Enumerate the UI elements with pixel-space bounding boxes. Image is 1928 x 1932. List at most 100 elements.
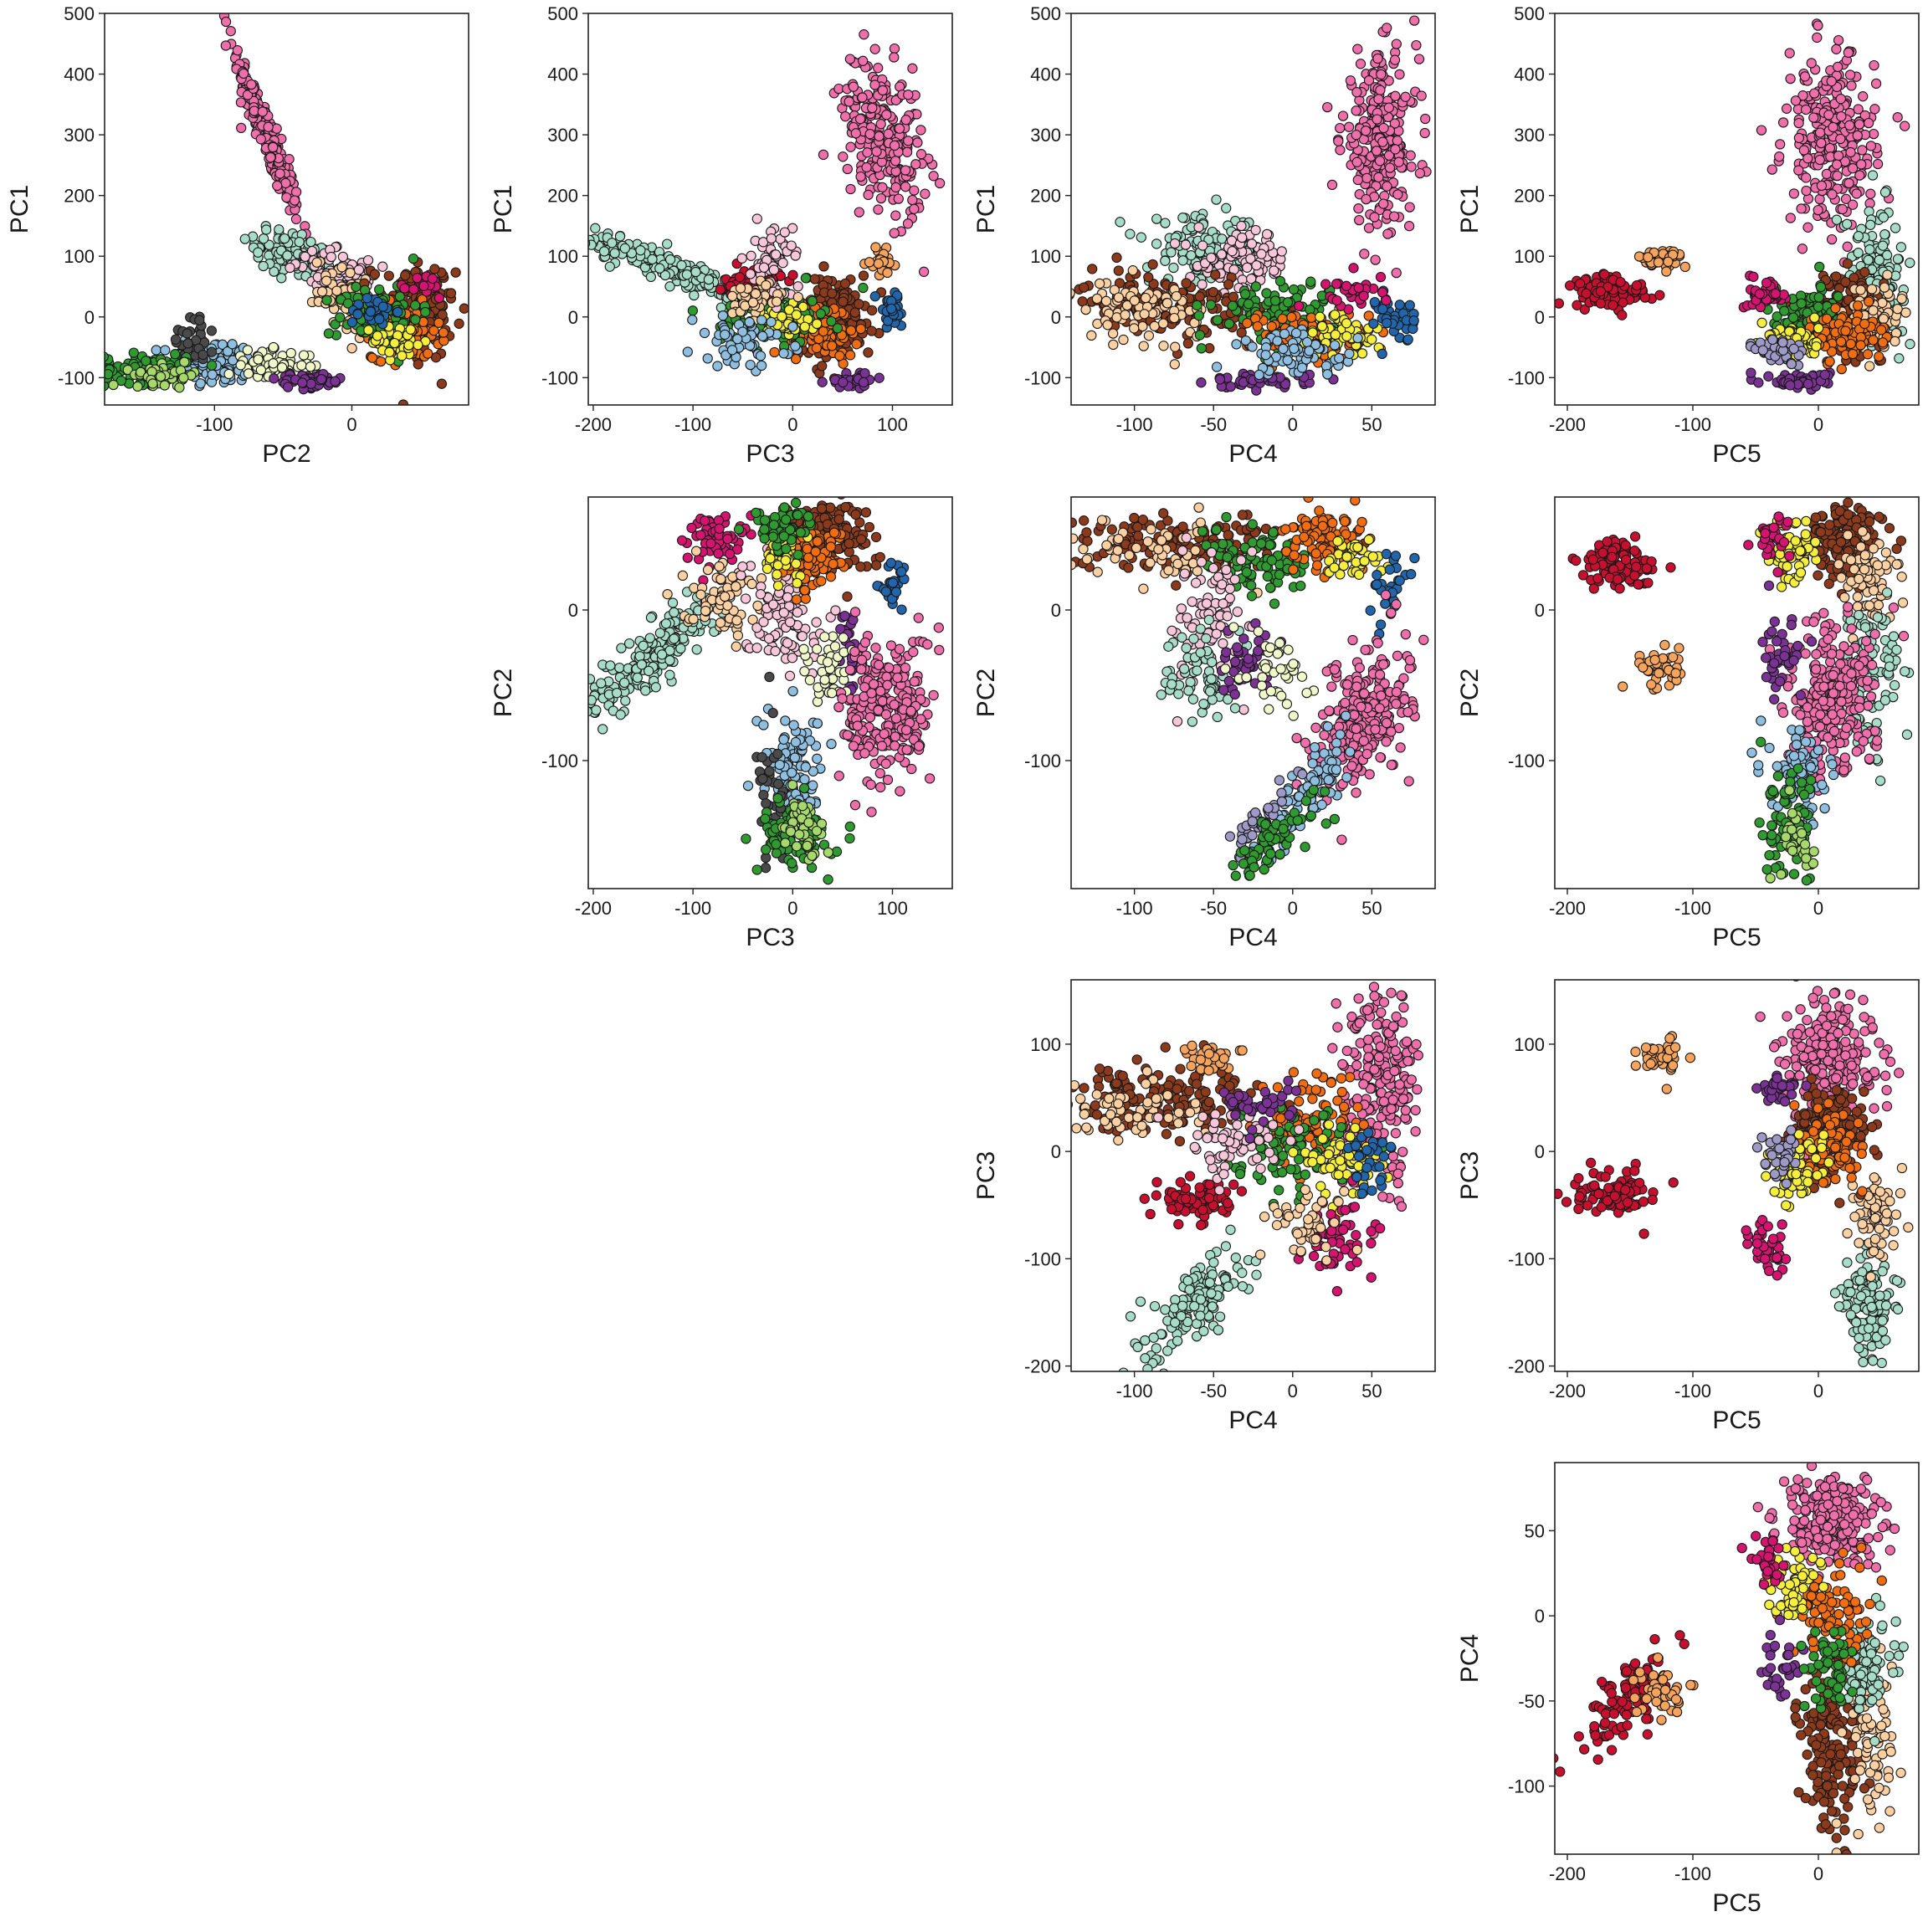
scatter-point — [813, 319, 822, 328]
scatter-point — [1112, 253, 1121, 262]
scatter-point — [1845, 120, 1854, 130]
scatter-point — [600, 247, 609, 256]
scatter-point — [1144, 331, 1153, 341]
scatter-point — [1161, 218, 1170, 228]
scatter-point — [1159, 341, 1168, 351]
scatter-point — [884, 129, 893, 138]
scatter-point — [198, 350, 208, 359]
scatter-point — [1253, 322, 1262, 331]
scatter-point — [1382, 319, 1392, 328]
scatter-point — [1855, 171, 1864, 180]
scatter-point — [858, 93, 867, 102]
scatter-point — [779, 349, 788, 358]
scatter-point — [1295, 301, 1304, 310]
scatter-point — [1208, 288, 1218, 297]
y-tick-label: -100 — [1024, 367, 1061, 388]
scatter-point — [746, 251, 756, 260]
scatter-point — [1786, 74, 1795, 84]
scatter-point — [1136, 233, 1146, 242]
x-axis-label: PC4 — [1228, 440, 1277, 468]
scatter-point — [281, 178, 290, 187]
scatter-point — [1376, 85, 1385, 95]
scatter-point — [1815, 155, 1824, 164]
scatter-point — [430, 264, 439, 274]
scatter-point — [1891, 223, 1900, 233]
scatter-point — [800, 322, 809, 331]
scatter-point — [1130, 296, 1139, 305]
scatter-point — [1802, 105, 1811, 114]
scatter-point — [575, 228, 584, 237]
scatter-point — [1277, 247, 1286, 256]
scatter-point — [175, 383, 184, 392]
scatter-point — [224, 369, 233, 378]
scatter-point — [1809, 113, 1818, 122]
x-tick-label: 0 — [346, 414, 356, 435]
scatter-point — [459, 304, 469, 313]
scatter-point — [1880, 230, 1890, 239]
scatter-point — [1349, 264, 1358, 273]
scatter-point — [871, 243, 880, 252]
scatter-point — [666, 255, 675, 264]
scatter-point — [297, 361, 306, 370]
scatter-point — [788, 270, 797, 279]
scatter-point — [413, 274, 422, 283]
scatter-point — [322, 276, 331, 285]
scatter-point — [728, 346, 737, 355]
scatter-point — [1213, 315, 1222, 325]
scatter-point — [1843, 48, 1853, 57]
scatter-point — [704, 275, 713, 284]
scatter-point — [752, 214, 761, 223]
scatter-point — [1414, 54, 1423, 64]
scatter-point — [446, 289, 455, 298]
y-tick-label: 400 — [64, 64, 95, 85]
y-tick-label: 400 — [1030, 64, 1061, 85]
scatter-point — [1287, 313, 1296, 322]
scatter-point — [1415, 169, 1424, 178]
scatter-point — [236, 98, 245, 107]
points-pc1-vs-pc5 — [1554, 19, 1915, 394]
scatter-point — [1023, 283, 1033, 292]
scatter-point — [788, 322, 797, 331]
scatter-point — [1393, 190, 1402, 199]
scatter-point — [818, 377, 827, 387]
scatter-point — [1279, 344, 1288, 353]
scatter-point — [1211, 270, 1220, 279]
scatter-point — [1383, 229, 1392, 238]
scatter-point — [156, 372, 165, 382]
scatter-point — [428, 274, 437, 283]
scatter-point — [264, 122, 273, 131]
scatter-point — [856, 115, 865, 124]
scatter-point — [1825, 143, 1834, 152]
scatter-point — [1813, 206, 1823, 215]
scatter-point — [1224, 279, 1233, 289]
scatter-point — [910, 204, 919, 213]
scatter-point — [354, 265, 363, 274]
scatter-point — [1874, 159, 1883, 168]
scatter-point — [1150, 321, 1159, 331]
scatter-point — [1834, 36, 1843, 45]
scatter-point — [1372, 115, 1382, 124]
scatter-point — [1810, 89, 1819, 98]
scatter-point — [1643, 253, 1653, 262]
scatter-point — [1815, 262, 1824, 271]
scatter-point — [1799, 146, 1808, 155]
scatter-point — [286, 348, 295, 357]
scatter-point — [1327, 180, 1336, 189]
scatter-point — [247, 80, 256, 90]
scatter-point — [1392, 136, 1402, 146]
scatter-point — [1864, 119, 1874, 128]
scatter-point — [408, 254, 418, 264]
scatter-point — [591, 223, 600, 233]
scatter-point — [1417, 91, 1426, 100]
scatter-point — [1395, 300, 1404, 310]
scatter-point — [469, 310, 479, 320]
scatter-point — [375, 284, 384, 294]
scatter-point — [1352, 157, 1361, 167]
scatter-point — [1831, 304, 1840, 313]
scatter-point — [1866, 141, 1875, 151]
scatter-point — [849, 82, 858, 91]
scatter-point — [1195, 331, 1204, 340]
scatter-point — [95, 363, 104, 372]
scatter-point — [1178, 213, 1187, 223]
scatter-point — [1618, 310, 1627, 320]
